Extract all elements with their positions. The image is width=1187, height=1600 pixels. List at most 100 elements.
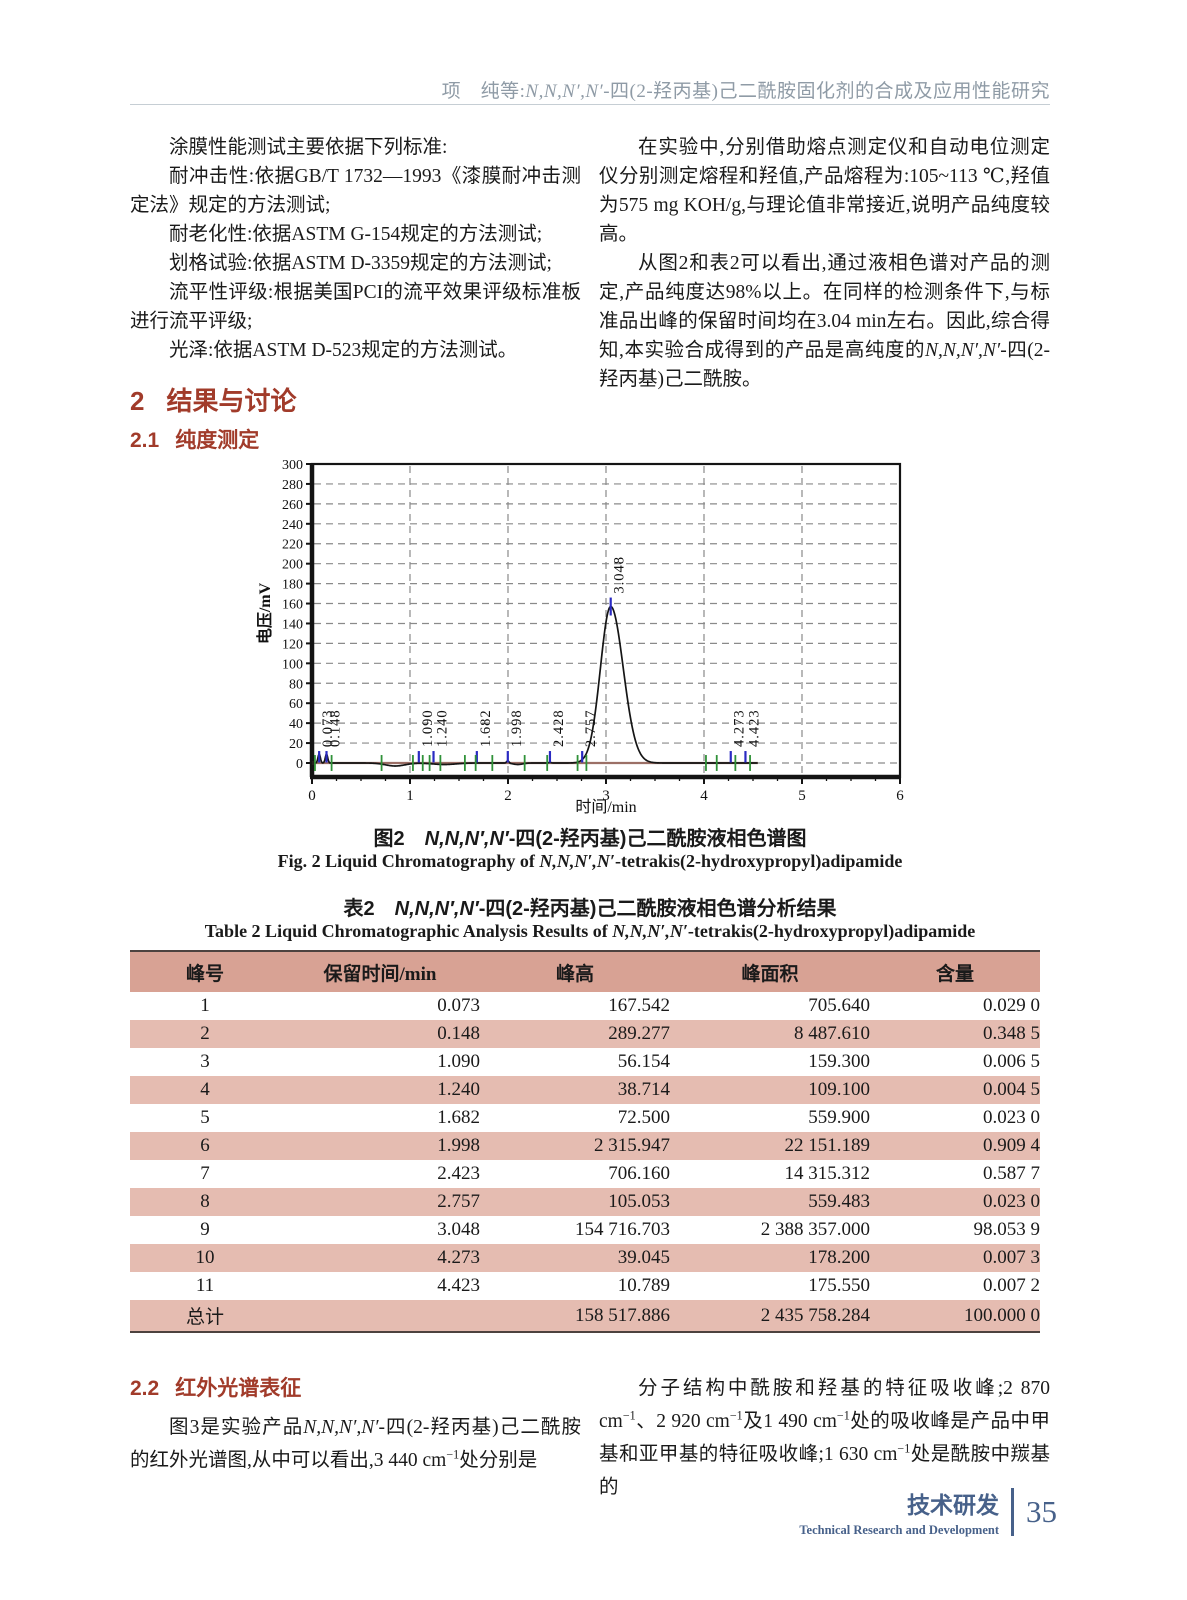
text-run: -四(2-羟丙基)己二酰胺的红外光谱图,从中可以看出,3 440 cm bbox=[130, 1417, 581, 1471]
svg-text:20: 20 bbox=[289, 737, 303, 752]
table-cell: 7 bbox=[200, 1163, 210, 1184]
chromatogram-figure: 0.073 0.148 1.090 1.240 1.682 1.998 2.428 2.757… bbox=[252, 452, 912, 816]
text-run: -tetrakis(2-hydroxypropyl)adipamide bbox=[687, 921, 976, 941]
svg-text:120: 120 bbox=[282, 637, 303, 652]
table-cell: 1.682 bbox=[437, 1107, 480, 1128]
table-cell: 559.483 bbox=[670, 1188, 870, 1216]
table-cell: 559.900 bbox=[808, 1107, 870, 1128]
table-cell: 178.200 bbox=[670, 1244, 870, 1272]
table-cell: 2 435 758.284 bbox=[670, 1300, 870, 1332]
text-run: 及1 490 cm bbox=[742, 1411, 837, 1432]
peak-label: 0.148 bbox=[328, 709, 344, 747]
paragraph: 在实验中,分别借助熔点测定仪和自动电位测定仪分别测定熔程和羟值,产品熔程为:10… bbox=[599, 133, 1050, 249]
table-cell: 72.500 bbox=[617, 1107, 670, 1128]
text-run: 处的吸收峰是产品中甲基和亚甲基的特征吸收峰;1 630 cm bbox=[599, 1411, 1050, 1465]
table-cell: 98.053 9 bbox=[973, 1219, 1041, 1240]
text-run: 划格试验:依据ASTM D-3359规定的方法测试; bbox=[169, 253, 552, 274]
svg-text:140: 140 bbox=[282, 617, 303, 632]
table-cell: 总计 bbox=[130, 1300, 280, 1332]
table-cell bbox=[280, 1300, 480, 1332]
table-cell: 289.277 bbox=[480, 1020, 670, 1048]
peak-label: 4.273 bbox=[732, 709, 748, 747]
text-run: N,N,N′,N′ bbox=[539, 851, 615, 871]
table-cell: 0.148 bbox=[280, 1020, 480, 1048]
text-run: 处是酰胺中羰基的 bbox=[599, 1444, 1050, 1498]
text-run: 处分别是 bbox=[459, 1450, 538, 1471]
svg-text:300: 300 bbox=[282, 458, 303, 473]
svg-text:4: 4 bbox=[700, 788, 708, 804]
text-run: −1 bbox=[622, 1408, 636, 1423]
table-row: 1 0.073 167.542 705.640 0.029 0 bbox=[130, 992, 1040, 1020]
paragraph: 耐老化性:依据ASTM G-154规定的方法测试; bbox=[130, 220, 581, 249]
footer-section-en: Technical Research and Development bbox=[799, 1523, 999, 1537]
table-cell: 109.100 bbox=[670, 1076, 870, 1104]
section-title: 结果与讨论 bbox=[166, 386, 297, 416]
svg-text:160: 160 bbox=[282, 598, 303, 613]
table-cell: 38.714 bbox=[480, 1076, 670, 1104]
peak-label: 1.682 bbox=[478, 709, 494, 747]
text-run: 项 纯等: bbox=[441, 81, 526, 102]
table-row: 5 1.682 72.500 559.900 0.023 0 bbox=[130, 1104, 1040, 1132]
table-caption-en: Table 2 Liquid Chromatographic Analysis … bbox=[130, 921, 1050, 942]
table-cell: 0.073 bbox=[437, 995, 480, 1016]
svg-text:220: 220 bbox=[282, 538, 303, 553]
results-table: 峰号 保留时间/min 峰高 峰面积 含量 1 0.073 167.542 705.640 0.… bbox=[130, 950, 1040, 1333]
table-cell: 1.240 bbox=[280, 1076, 480, 1104]
table-cell: 9 bbox=[200, 1219, 210, 1240]
table-cell: 10.789 bbox=[617, 1275, 670, 1296]
page-number: 35 bbox=[1026, 1494, 1057, 1529]
paragraph-group: 图3是实验产品N,N,N′,N′-四(2-羟丙基)己二酰胺的红外光谱图,从中可以… bbox=[130, 1411, 581, 1477]
text-run: N,N,N′,N′ bbox=[303, 1417, 379, 1438]
table-cell: 4 bbox=[130, 1076, 280, 1104]
paragraph: 划格试验:依据ASTM D-3359规定的方法测试; bbox=[130, 249, 581, 278]
svg-text:80: 80 bbox=[289, 677, 303, 692]
table-cell: 2.757 bbox=[280, 1188, 480, 1216]
peak-label: 1.090 bbox=[420, 709, 436, 747]
table-row: 10 4.273 39.045 178.200 0.007 3 bbox=[130, 1244, 1040, 1272]
section-heading-results: 2 结果与讨论 bbox=[130, 381, 296, 418]
table-row: 3 1.090 56.154 159.300 0.006 5 bbox=[130, 1048, 1040, 1076]
svg-text:40: 40 bbox=[289, 717, 303, 732]
text-run: N,N,N′,N′ bbox=[394, 898, 479, 920]
table-cell: 158 517.886 bbox=[480, 1300, 670, 1332]
table-cell: 705.640 bbox=[808, 995, 870, 1016]
table-cell: 56.154 bbox=[617, 1051, 670, 1072]
table-cell: 0.029 0 bbox=[983, 995, 1040, 1016]
svg-text:180: 180 bbox=[282, 578, 303, 593]
text-run: 耐冲击性:依据GB/T 1732—1993《漆膜耐冲击测定法》规定的方法测试; bbox=[130, 166, 581, 216]
table-cell: 0.007 2 bbox=[983, 1275, 1040, 1296]
table-cell: 1 bbox=[200, 995, 210, 1016]
peak-label: 4.423 bbox=[746, 709, 762, 747]
text-run: 耐老化性:依据ASTM G-154规定的方法测试; bbox=[169, 224, 543, 245]
table-row: 9 3.048 154 716.703 2 388 357.000 98.053 9 bbox=[130, 1216, 1040, 1244]
text-run: N,N,N′,N′ bbox=[612, 921, 688, 941]
table-row: 4 1.240 38.714 109.100 0.004 5 bbox=[130, 1076, 1040, 1104]
peak-label: 1.240 bbox=[435, 709, 451, 747]
table-cell: 0.023 0 bbox=[870, 1188, 1040, 1216]
svg-text:240: 240 bbox=[282, 518, 303, 533]
table-row: 8 2.757 105.053 559.483 0.023 0 bbox=[130, 1188, 1040, 1216]
peak-label: 0.073 bbox=[320, 709, 336, 747]
table-cell: 0.587 7 bbox=[983, 1163, 1040, 1184]
table-header-cell: 保留时间/min bbox=[280, 951, 480, 992]
chart-trace bbox=[311, 605, 758, 767]
table-cell: 175.550 bbox=[808, 1275, 870, 1296]
table-cell: 10 bbox=[130, 1244, 280, 1272]
text-run: −1 bbox=[836, 1408, 850, 1423]
running-head: 项 纯等:N,N,N′,N′-四(2-羟丙基)己二酰胺固化剂的合成及应用性能研究 bbox=[130, 76, 1050, 103]
y-axis-label: 电压/mV bbox=[255, 582, 274, 644]
paragraph: 光泽:依据ASTM D-523规定的方法测试。 bbox=[130, 336, 581, 365]
text-run: 从图2和表2可以看出,通过液相色谱对产品的测定,产品纯度达98%以上。在同样的检… bbox=[599, 253, 1050, 361]
text-run: 表2 bbox=[343, 898, 395, 920]
footer: 技术研发 Technical Research and Development … bbox=[799, 1486, 1057, 1538]
table-cell: 154 716.703 bbox=[575, 1219, 670, 1240]
svg-text:200: 200 bbox=[282, 558, 303, 573]
table-row: 6 1.998 2 315.947 22 151.189 0.909 4 bbox=[130, 1132, 1040, 1160]
table-row: 7 2.423 706.160 14 315.312 0.587 7 bbox=[130, 1160, 1040, 1188]
text-run: -四(2-羟丙基)己二酰胺固化剂的合成及应用性能研究 bbox=[603, 81, 1050, 102]
text-run: Table 2 Liquid Chromatographic Analysis … bbox=[204, 921, 613, 941]
subsection-heading-ir: 2.2 红外光谱表征 bbox=[130, 1372, 581, 1405]
column-left: 2.2 红外光谱表征 图3是实验产品N,N,N′,N′-四(2-羟丙基)己二酰胺的… bbox=[130, 1372, 581, 1504]
